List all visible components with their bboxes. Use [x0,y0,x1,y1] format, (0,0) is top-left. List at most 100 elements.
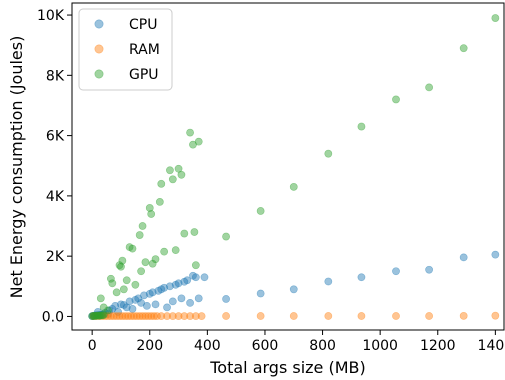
point-ram-9 [115,312,124,321]
point-cpu-31 [154,286,163,295]
point-gpu-25 [138,222,147,230]
point-gpu-38 [177,170,186,179]
point-gpu-15 [115,261,124,270]
point-ram-23 [157,312,166,321]
point-gpu-47 [289,182,298,191]
point-cpu-39 [177,294,186,303]
y-tick-label-4: 8K [46,68,65,84]
point-cpu-34 [163,303,171,312]
point-cpu-1 [89,311,97,320]
point-cpu-43 [189,271,197,280]
x-tick-label-3: 600 [252,338,279,354]
y-tick-label-3: 6K [46,129,65,145]
point-gpu-32 [157,179,166,188]
point-gpu-51 [425,83,434,92]
point-ram-5 [104,312,112,321]
point-ram-32 [256,312,265,320]
y-tick-label-1: 2K [46,249,65,265]
point-cpu-45 [194,294,203,303]
point-gpu-4 [94,311,102,320]
point-gpu-13 [108,279,117,288]
point-gpu-42 [190,228,199,236]
x-tick-label-6: 1200 [420,338,456,354]
point-gpu-45 [222,232,230,241]
point-gpu-37 [174,164,183,173]
point-gpu-17 [118,256,127,265]
point-gpu-21 [128,244,137,253]
point-cpu-17 [114,308,122,316]
legend: CPU RAM GPU [78,8,173,91]
point-cpu-48 [256,289,265,298]
point-ram-1 [92,312,101,321]
point-cpu-44 [191,273,200,282]
point-ram-21 [150,312,158,321]
point-cpu-38 [174,279,183,288]
point-ram-24 [163,312,171,321]
point-gpu-7 [98,311,107,320]
point-gpu-9 [96,294,105,303]
legend-label-cpu: CPU [129,17,157,33]
point-cpu-55 [491,250,500,259]
point-cpu-54 [459,253,468,262]
point-cpu-11 [94,308,102,316]
point-gpu-53 [491,14,500,22]
point-gpu-8 [99,311,108,319]
y-axis: 0.0 2K 4K 6K 8K 10K [37,8,72,325]
y-tick-label-0: 0.0 [42,309,64,325]
point-cpu-8 [96,311,105,319]
point-gpu-40 [186,128,194,137]
point-gpu-29 [148,259,157,268]
point-gpu-14 [112,288,121,297]
point-ram-37 [425,312,434,320]
point-gpu-52 [459,44,468,53]
point-ram-20 [147,312,156,321]
point-gpu-35 [168,175,177,184]
point-cpu-49 [289,285,298,294]
legend-marker-ram [94,44,104,54]
point-cpu-35 [166,282,174,291]
legend-label-gpu: GPU [129,67,159,83]
point-gpu-16 [117,262,125,271]
point-cpu-40 [180,277,189,286]
point-cpu-28 [145,289,154,298]
point-cpu-25 [137,298,146,307]
point-cpu-22 [128,304,137,313]
point-cpu-27 [142,301,151,310]
x-tick-label-4: 800 [309,338,336,354]
point-ram-0 [89,312,98,321]
point-ram-15 [132,312,141,321]
point-cpu-50 [324,277,333,286]
point-cpu-47 [222,295,230,303]
point-ram-22 [153,312,161,321]
point-cpu-29 [148,288,157,297]
y-tick-label-5: 10K [37,8,65,24]
point-cpu-6 [94,311,102,320]
point-gpu-3 [92,311,101,320]
point-ram-38 [459,311,468,320]
plot-frame [71,2,505,331]
point-gpu-31 [155,198,164,206]
point-cpu-26 [140,291,148,300]
point-gpu-26 [141,258,150,267]
x-tick-label-2: 400 [194,338,221,354]
point-gpu-19 [122,276,131,285]
point-ram-25 [168,312,177,321]
point-ram-8 [112,312,121,321]
point-gpu-0 [88,312,97,321]
point-gpu-6 [96,311,105,320]
point-cpu-52 [392,267,400,276]
point-gpu-41 [189,140,197,149]
point-ram-30 [197,312,206,321]
point-gpu-46 [256,207,265,215]
point-cpu-30 [151,300,160,309]
point-gpu-43 [191,261,200,270]
point-cpu-24 [134,294,143,303]
point-gpu-48 [324,149,333,158]
point-cpu-51 [357,273,366,282]
point-ram-35 [357,312,366,320]
legend-box [78,8,173,91]
point-cpu-0 [88,312,97,321]
point-cpu-46 [200,273,209,282]
